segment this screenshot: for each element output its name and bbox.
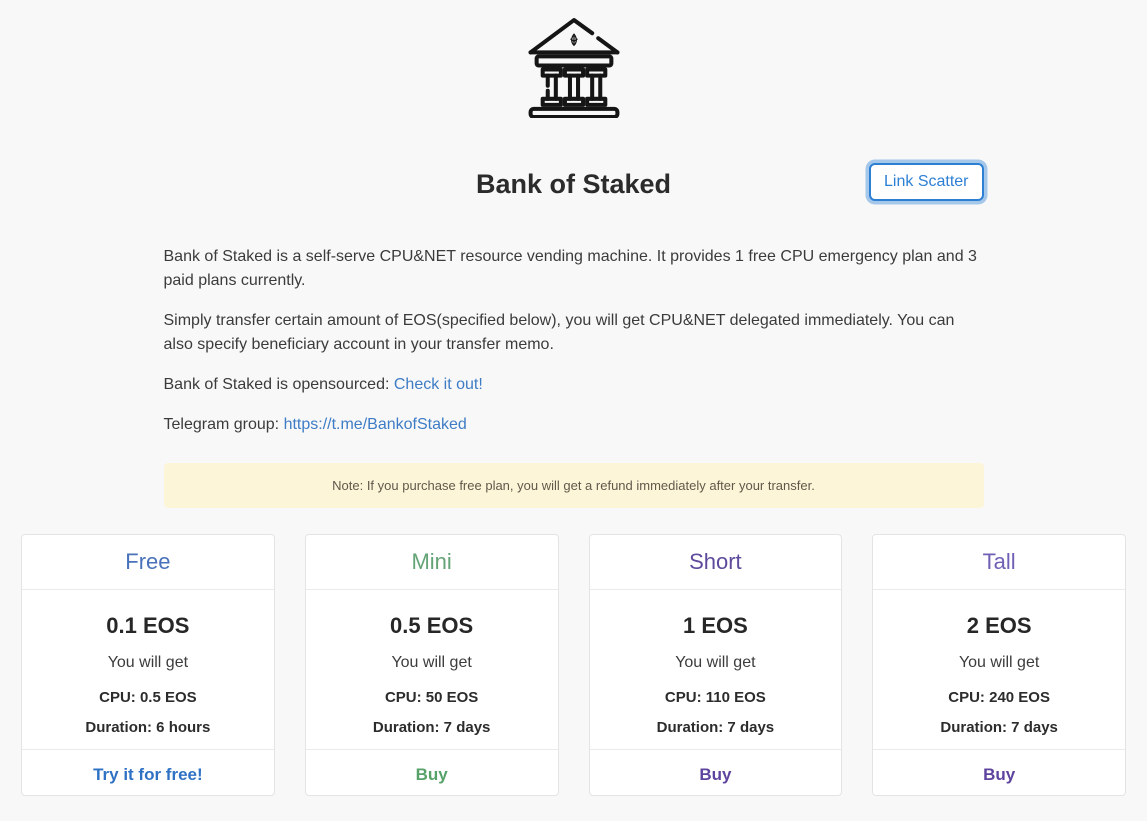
plan-card-tall: Tall 2 EOS You will get CPU: 240 EOS Dur… <box>872 534 1126 796</box>
note-banner: Note: If you purchase free plan, you wil… <box>163 463 984 508</box>
check-it-out-link[interactable]: Check it out! <box>393 376 483 393</box>
plan-card-free: Free 0.1 EOS You will get CPU: 0.5 EOS D… <box>21 534 275 796</box>
opensource-label: Bank of Staked is opensourced: <box>163 376 394 393</box>
plan-name: Free <box>22 535 274 590</box>
plan-body: 1 EOS You will get CPU: 110 EOS Duration… <box>590 590 842 749</box>
plan-price: 2 EOS <box>966 613 1032 638</box>
plan-cpu: CPU: 50 EOS <box>384 689 479 706</box>
plan-name: Mini <box>305 535 558 590</box>
main-container: Bank of Staked Link Scatter Bank of Stak… <box>163 0 984 508</box>
plan-duration: Duration: 7 days <box>940 719 1058 736</box>
plan-name: Short <box>589 535 842 590</box>
plan-footer: Try it for free! <box>22 749 274 800</box>
plan-card-short: Short 1 EOS You will get CPU: 110 EOS Du… <box>588 534 843 796</box>
plan-subtitle: You will get <box>958 654 1040 671</box>
plan-footer: Buy <box>305 749 558 800</box>
intro-paragraph-3: Bank of Staked is opensourced: Check it … <box>164 373 984 397</box>
plan-footer: Buy <box>589 749 842 800</box>
intro-paragraph-2: Simply transfer certain amount of EOS(sp… <box>163 312 955 353</box>
plan-subtitle: You will get <box>391 654 472 671</box>
buy-link-mini[interactable]: Buy <box>415 765 448 784</box>
telegram-link[interactable]: https://t.me/BankofStaked <box>283 416 467 433</box>
plan-cpu: CPU: 110 EOS <box>664 689 766 706</box>
plan-price: 0.1 EOS <box>106 613 190 638</box>
plan-subtitle: You will get <box>107 654 189 671</box>
plans-row: Free 0.1 EOS You will get CPU: 0.5 EOS D… <box>0 534 1147 796</box>
buy-link-short[interactable]: Buy <box>699 765 732 784</box>
plan-body: 2 EOS You will get CPU: 240 EOS Duration… <box>873 590 1125 749</box>
plan-subtitle: You will get <box>675 654 756 671</box>
plan-duration: Duration: 6 hours <box>85 719 211 736</box>
plan-footer: Buy <box>873 749 1125 800</box>
plan-body: 0.5 EOS You will get CPU: 50 EOS Duratio… <box>306 590 558 749</box>
plan-cpu: CPU: 240 EOS <box>948 689 1050 706</box>
page-title: Bank of Staked <box>475 169 672 199</box>
try-free-link[interactable]: Try it for free! <box>93 765 203 784</box>
link-scatter-button[interactable]: Link Scatter <box>869 163 984 201</box>
telegram-label: Telegram group: <box>163 416 284 433</box>
bank-icon <box>164 0 984 120</box>
plan-body: 0.1 EOS You will get CPU: 0.5 EOS Durati… <box>22 590 274 749</box>
plan-price: 0.5 EOS <box>390 613 474 638</box>
plan-cpu: CPU: 0.5 EOS <box>99 689 197 706</box>
intro-paragraph-1: Bank of Staked is a self-serve CPU&NET r… <box>163 248 977 289</box>
intro-paragraph-4: Telegram group: https://t.me/BankofStake… <box>164 413 984 437</box>
plan-duration: Duration: 7 days <box>372 719 491 736</box>
plan-card-mini: Mini 0.5 EOS You will get CPU: 50 EOS Du… <box>304 534 559 796</box>
title-row: Bank of Staked Link Scatter <box>164 160 984 208</box>
plan-duration: Duration: 7 days <box>656 719 775 736</box>
intro-text: Bank of Staked is a self-serve CPU&NET r… <box>164 245 984 437</box>
buy-link-tall[interactable]: Buy <box>983 765 1016 784</box>
plan-name: Tall <box>873 535 1125 590</box>
plan-price: 1 EOS <box>682 613 748 638</box>
